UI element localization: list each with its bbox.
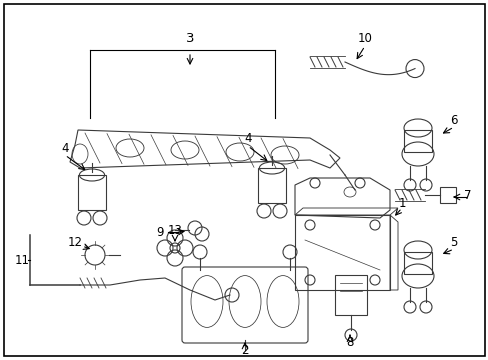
Bar xyxy=(78,175,106,210)
Text: 13: 13 xyxy=(167,224,182,237)
Text: 4: 4 xyxy=(244,131,251,144)
Bar xyxy=(403,252,431,274)
Bar xyxy=(403,130,431,152)
Bar xyxy=(439,187,455,203)
Text: 11: 11 xyxy=(15,253,30,266)
Text: 9: 9 xyxy=(156,225,163,239)
Text: 5: 5 xyxy=(449,235,457,248)
Bar xyxy=(334,275,366,315)
Bar xyxy=(258,168,285,203)
Text: 7: 7 xyxy=(463,189,471,202)
Text: 4: 4 xyxy=(61,141,69,154)
Bar xyxy=(294,215,389,290)
Text: 3: 3 xyxy=(185,32,194,45)
Text: 1: 1 xyxy=(397,197,405,210)
Text: 8: 8 xyxy=(346,336,353,348)
Text: 2: 2 xyxy=(241,343,248,356)
Text: 6: 6 xyxy=(449,113,457,126)
Text: 12: 12 xyxy=(67,235,82,248)
Text: 10: 10 xyxy=(357,32,372,45)
